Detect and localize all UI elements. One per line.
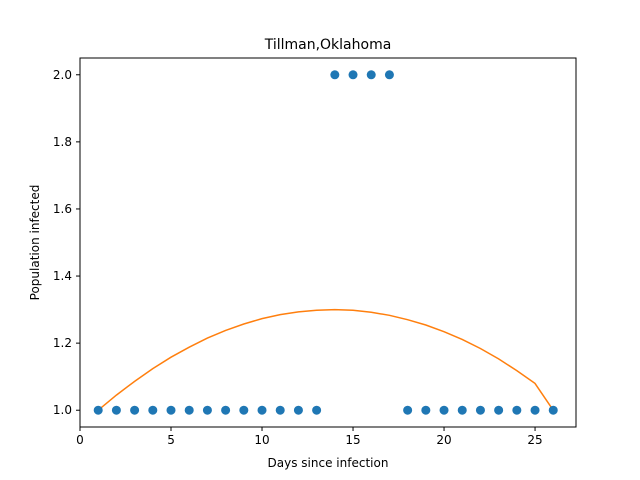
x-axis: 0 5 10 15 20 25 [76,427,543,447]
x-axis-label: Days since infection [268,456,389,470]
scatter-point [275,405,285,415]
y-tick-label: 1.8 [53,135,72,149]
x-tick-label: 20 [436,433,451,447]
scatter-point [439,405,449,415]
fit-curve-line [97,308,554,411]
scatter-point [403,405,413,415]
scatter-point [366,70,376,80]
chart-title: Tillman,Oklahoma [264,37,392,53]
scatter-point [293,405,303,415]
x-tick-label: 10 [254,433,269,447]
y-tick-label: 1.0 [53,403,72,417]
scatter-point [548,405,558,415]
scatter-point [457,405,467,415]
scatter-point [257,405,267,415]
scatter-point [184,405,194,415]
scatter-point [494,405,504,415]
scatter-point [111,405,121,415]
y-tick-label: 1.4 [53,269,72,283]
scatter-point [384,70,394,80]
x-tick-label: 5 [167,433,175,447]
plot-frame [79,57,577,428]
scatter-point [421,405,431,415]
scatter-point [221,405,231,415]
scatter-point [93,405,103,415]
y-tick-label: 1.2 [53,336,72,350]
plot-layer [93,70,558,415]
scatter-point [348,70,358,80]
x-tick-label: 0 [76,433,84,447]
scatter-point [202,405,212,415]
scatter-point [512,405,522,415]
scatter-point [148,405,158,415]
scatter-point [530,405,540,415]
y-tick-label: 2.0 [53,68,72,82]
y-axis: 1.0 1.2 1.4 1.6 1.8 2.0 [53,68,80,417]
x-tick-label: 25 [527,433,542,447]
scatter-point [330,70,340,80]
y-tick-label: 1.6 [53,202,72,216]
scatter-point [312,405,322,415]
scatter-point [166,405,176,415]
scatter-point [475,405,485,415]
scatter-point [130,405,140,415]
scatter-point [239,405,249,415]
y-axis-label: Population infected [28,185,42,301]
x-tick-label: 15 [345,433,360,447]
